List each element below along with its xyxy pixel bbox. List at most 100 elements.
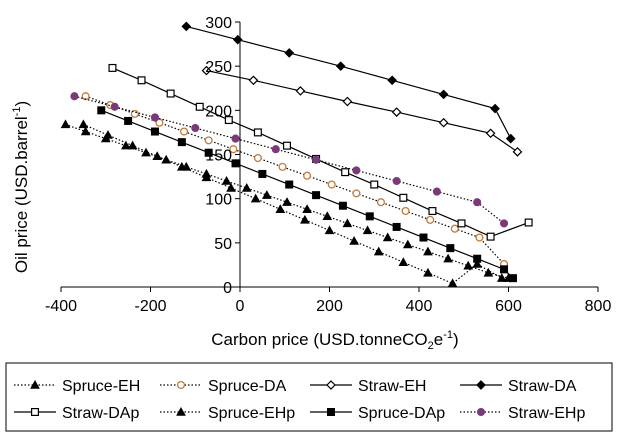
data-point <box>401 206 410 216</box>
data-point <box>231 159 240 168</box>
data-point <box>60 119 71 129</box>
data-point <box>508 274 517 283</box>
data-point <box>450 224 459 233</box>
data-point <box>392 176 401 186</box>
data-point <box>284 48 295 58</box>
data-point <box>224 116 233 125</box>
data-point <box>512 147 523 157</box>
x-axis-label: Carbon price (USD.tonneCO2e-1) <box>211 329 458 352</box>
data-point <box>226 183 236 192</box>
series-line <box>83 123 503 285</box>
data-point <box>342 218 353 228</box>
x-tick-label: 800 <box>585 298 612 315</box>
data-point <box>524 218 533 227</box>
data-point <box>302 204 312 213</box>
data-point <box>438 117 449 128</box>
legend-label: Straw-EHp <box>508 405 585 422</box>
data-point <box>271 145 280 154</box>
data-point <box>300 214 310 224</box>
x-tick-label: 200 <box>316 298 343 315</box>
data-point <box>338 201 347 210</box>
data-point <box>373 246 384 256</box>
data-point <box>295 86 306 96</box>
data-point <box>370 180 379 189</box>
data-point <box>150 127 159 136</box>
data-point <box>447 278 458 288</box>
data-point <box>485 128 496 139</box>
data-point <box>241 183 252 192</box>
y-tick-label: 250 <box>205 59 232 76</box>
data-point <box>181 21 192 32</box>
data-point <box>30 379 40 389</box>
y-tick-label: 300 <box>205 15 232 32</box>
data-point <box>342 96 353 107</box>
data-point <box>201 65 212 76</box>
legend-label: Straw-DAp <box>62 405 139 422</box>
y-tick-label: 0 <box>223 280 232 297</box>
data-point <box>352 189 361 198</box>
data-point <box>152 151 163 160</box>
data-point <box>335 61 346 72</box>
data-point <box>326 380 336 390</box>
x-tick-label: 400 <box>406 298 433 315</box>
data-point <box>438 89 449 100</box>
data-point <box>176 406 186 416</box>
data-point <box>78 119 89 129</box>
legend-label: Spruce-EH <box>62 378 140 395</box>
data-point <box>457 219 466 228</box>
data-point <box>108 63 117 72</box>
data-point <box>490 103 500 114</box>
y-tick-label: 50 <box>214 236 232 253</box>
data-point <box>473 254 482 263</box>
series-straw-da <box>181 21 516 144</box>
data-point <box>382 232 393 242</box>
data-point <box>327 180 336 189</box>
series-line <box>74 95 505 224</box>
legend-item: Straw-DA <box>460 378 577 395</box>
series-spruce-eh <box>60 119 514 282</box>
series-line <box>206 69 518 153</box>
data-point <box>312 155 321 164</box>
legend-label: Spruce-EHp <box>208 405 295 422</box>
data-point <box>399 193 408 202</box>
data-point <box>349 236 359 245</box>
data-point <box>248 75 259 86</box>
data-point <box>80 126 91 136</box>
legend-label: Straw-DA <box>508 378 577 395</box>
series-spruce-dap <box>97 106 517 283</box>
data-point <box>426 215 435 224</box>
data-point <box>232 34 243 45</box>
tick-labels: -400 -200 0 200 400 600 800 0 50 100 150 200 250 300 <box>45 15 611 315</box>
legend-item: Spruce-EHp <box>160 405 295 422</box>
data-point <box>221 175 232 185</box>
data-point <box>365 212 374 221</box>
series-line <box>186 25 512 139</box>
data-point <box>419 233 428 242</box>
legend-label: Straw-EH <box>358 378 426 395</box>
legend-label: Spruce-DAp <box>358 405 445 422</box>
data-point <box>204 148 213 157</box>
data-point <box>229 145 238 154</box>
data-point <box>150 113 160 122</box>
data-point <box>191 123 200 133</box>
data-point <box>352 166 361 175</box>
data-point <box>362 225 373 235</box>
data-point <box>472 259 483 268</box>
data-point <box>282 197 292 206</box>
data-point <box>253 128 262 137</box>
data-point <box>250 193 261 203</box>
data-point <box>376 198 386 207</box>
data-point <box>201 172 212 182</box>
legend-item: Straw-EHp <box>460 405 585 422</box>
legend: Spruce-EH Spruce-DA Straw-EH Straw-DA Straw-… <box>5 362 613 432</box>
legend-frame <box>5 362 613 432</box>
data-point <box>423 267 433 277</box>
data-point <box>312 191 321 200</box>
legend-item: Spruce-DAp <box>310 405 445 422</box>
data-point <box>486 232 495 241</box>
data-point <box>204 136 213 145</box>
data-point <box>505 133 516 144</box>
data-point <box>443 253 453 263</box>
data-point <box>483 267 494 277</box>
